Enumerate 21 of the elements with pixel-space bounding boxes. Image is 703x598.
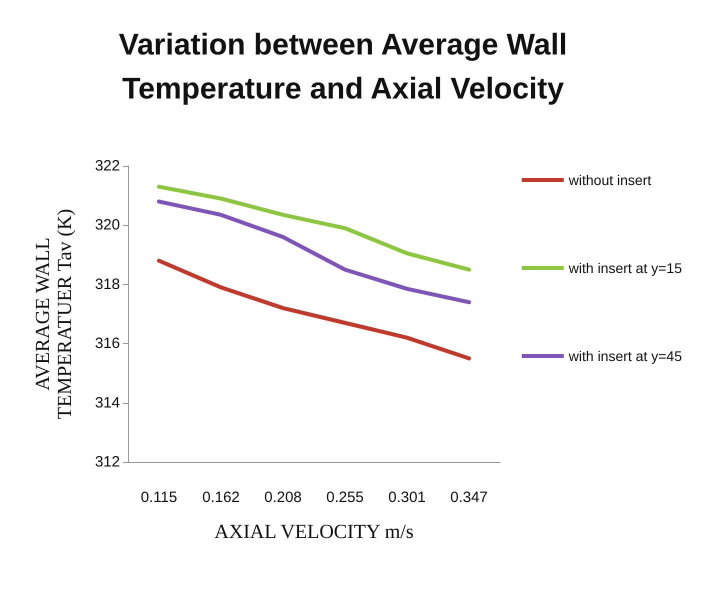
x-tick-label: 0.208 [264, 489, 302, 506]
y-tick-label: 316 [94, 335, 120, 352]
x-tick-label: 0.255 [326, 489, 364, 506]
y-tick-label: 322 [94, 158, 120, 174]
y-tick-label: 314 [94, 394, 120, 412]
y-tick-label: 318 [94, 276, 120, 293]
x-tick-label: 0.162 [202, 489, 240, 506]
legend-label: without insert [568, 172, 652, 188]
y-tick-label: 312 [94, 454, 120, 470]
line-series [157, 258, 471, 360]
line-series [157, 184, 471, 272]
x-tick-label: 0.347 [450, 489, 488, 506]
y-tick-label: 320 [94, 216, 120, 234]
chart-title: Variation between Average Wall Temperature and Axial Velocity [118, 28, 568, 106]
line-series [157, 200, 471, 304]
x-tick-label: 0.301 [388, 489, 426, 506]
legend-label: with insert at y=15 [568, 260, 682, 276]
legend-label: with insert at y=45 [568, 348, 682, 364]
x-axis-title: AXIAL VELOCITY m/s [214, 521, 414, 543]
y-axis-title: AVERAGE WALL TEMPERATUER Tav (K) [32, 208, 76, 420]
x-tick-label: 0.115 [140, 489, 178, 506]
